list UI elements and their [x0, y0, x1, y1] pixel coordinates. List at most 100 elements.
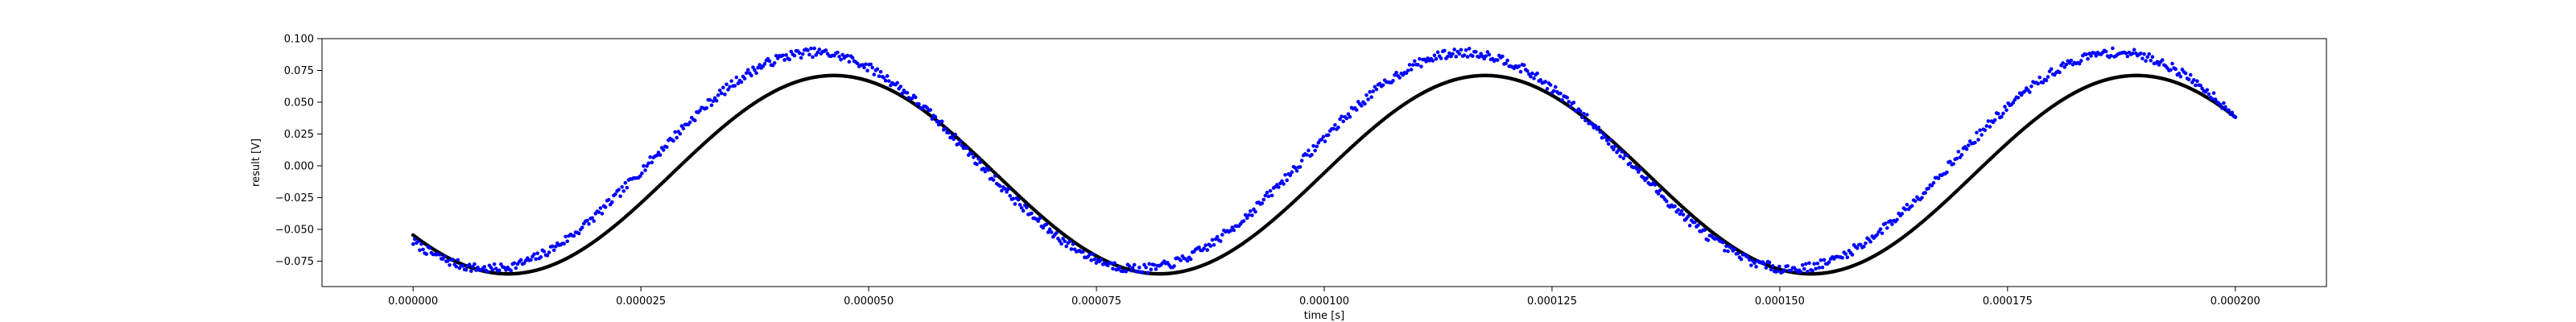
data-point: [1220, 233, 1224, 237]
data-point: [898, 85, 903, 89]
data-point: [719, 91, 724, 96]
data-point: [1135, 269, 1140, 274]
data-point: [2130, 52, 2135, 56]
data-point: [1679, 208, 1684, 213]
data-point: [993, 174, 997, 178]
data-point: [1976, 138, 1980, 142]
data-point: [1149, 267, 1154, 272]
data-point: [1030, 211, 1034, 216]
data-point: [1593, 123, 1598, 128]
data-point: [1305, 153, 1309, 157]
data-point: [792, 53, 797, 58]
data-point: [1979, 133, 1984, 137]
data-point: [807, 52, 811, 57]
data-point: [1061, 237, 1065, 241]
data-point: [1571, 101, 1576, 105]
data-point: [2001, 111, 2005, 116]
data-point: [1230, 225, 1234, 229]
data-point: [1975, 130, 1979, 135]
data-point: [687, 120, 692, 125]
data-point: [1736, 251, 1740, 256]
data-point: [440, 257, 445, 261]
data-point: [1071, 242, 1075, 246]
data-point: [1336, 125, 1340, 130]
data-point: [2210, 97, 2215, 101]
data-point: [2124, 51, 2128, 56]
data-point: [885, 74, 890, 78]
data-point: [1063, 239, 1067, 244]
data-point: [2174, 67, 2178, 72]
series-0: [411, 73, 2238, 276]
data-point: [497, 268, 502, 273]
data-point: [789, 49, 794, 54]
data-point: [1374, 87, 1379, 92]
data-point: [658, 153, 663, 157]
data-point: [991, 178, 996, 182]
data-point: [1142, 262, 1146, 267]
data-point: [1313, 148, 1317, 153]
data-point: [2103, 49, 2108, 54]
data-point: [887, 79, 891, 83]
data-point: [815, 50, 820, 55]
data-point: [2145, 55, 2149, 60]
data-point: [1243, 213, 1248, 217]
data-point: [1154, 267, 1158, 271]
data-point: [1973, 140, 1977, 145]
data-point: [983, 169, 988, 174]
data-point: [1265, 190, 1269, 195]
data-point: [1850, 253, 1855, 257]
data-point: [1676, 208, 1681, 212]
data-point: [913, 95, 918, 100]
data-point: [1044, 222, 1049, 226]
data-point: [1529, 74, 1533, 79]
data-point: [712, 96, 717, 101]
data-point: [817, 47, 822, 52]
data-point: [1501, 54, 1505, 59]
data-point: [1964, 147, 1969, 151]
data-point: [1046, 230, 1051, 234]
series-1: [411, 46, 2238, 275]
data-point: [1250, 213, 1254, 217]
data-point: [1307, 148, 1311, 153]
data-point: [1889, 219, 1893, 223]
data-point: [1583, 118, 1587, 122]
data-point: [781, 53, 785, 58]
data-point: [1817, 266, 1822, 270]
data-point: [1323, 139, 1327, 143]
data-point: [1280, 179, 1284, 184]
data-point: [1673, 204, 1677, 208]
data-point: [2016, 96, 2021, 100]
data-point: [645, 164, 649, 168]
data-point: [2125, 54, 2130, 59]
data-point: [1215, 234, 1220, 239]
data-point: [1978, 128, 1982, 132]
data-point: [2028, 90, 2032, 94]
series-layer: [411, 46, 2238, 276]
data-point: [1620, 150, 1624, 154]
data-point: [1463, 47, 1468, 52]
data-point: [2041, 80, 2046, 85]
data-point: [1132, 262, 1137, 267]
data-point: [1055, 231, 1059, 235]
data-point: [509, 268, 514, 273]
data-point: [2183, 71, 2188, 76]
data-point: [837, 55, 841, 59]
data-point: [1016, 197, 1021, 202]
data-point: [1749, 263, 1753, 267]
data-point: [464, 267, 469, 272]
data-point: [1945, 170, 1949, 175]
data-point: [1311, 144, 1315, 148]
data-point: [1936, 176, 1941, 180]
data-point: [1554, 85, 1558, 89]
x-axis-label: time [s]: [1304, 310, 1344, 322]
data-point: [1188, 257, 1193, 262]
data-point: [936, 122, 941, 127]
data-point: [1613, 144, 1617, 149]
data-point: [2150, 55, 2155, 59]
data-point: [1798, 270, 1803, 275]
data-point: [704, 105, 709, 110]
data-point: [1745, 255, 1750, 259]
data-point: [998, 184, 1002, 188]
data-point: [1058, 239, 1062, 243]
data-point: [1558, 91, 1563, 96]
